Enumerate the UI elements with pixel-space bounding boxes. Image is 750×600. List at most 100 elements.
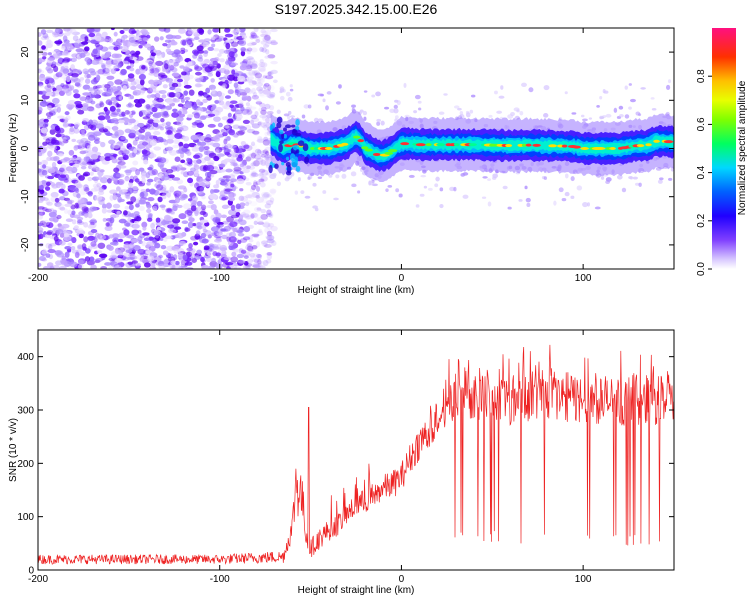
spectrogram-noise-cell bbox=[428, 187, 433, 191]
y-tick-label: 0 bbox=[28, 566, 34, 577]
spectrogram-noise-cell bbox=[211, 257, 216, 263]
spectrogram-noise-cell bbox=[186, 39, 193, 46]
spectrogram-noise-cell bbox=[242, 168, 250, 174]
spectrogram-noise-cell bbox=[149, 164, 154, 171]
spectrogram-noise-cell bbox=[267, 54, 276, 59]
spectrogram-noise-cell bbox=[61, 61, 69, 67]
spectrogram-noise-cell bbox=[233, 266, 242, 269]
spectrogram-noise-cell bbox=[88, 164, 93, 170]
spectrogram-noise-cell bbox=[179, 240, 187, 246]
spectrogram-noise-cell bbox=[81, 132, 86, 137]
spectrogram-noise-cell bbox=[124, 93, 132, 97]
spectrogram-noise-cell bbox=[87, 107, 95, 112]
spectrogram-noise-cell bbox=[85, 28, 91, 31]
colorbar-tick-label: 0.6 bbox=[696, 117, 707, 131]
spectrogram-noise-cell bbox=[105, 60, 112, 65]
spectrogram-noise-cell bbox=[75, 249, 82, 256]
spectrogram-noise-cell bbox=[250, 47, 258, 53]
spectrogram-noise-cell bbox=[42, 219, 50, 226]
spectrogram-noise-cell bbox=[668, 177, 673, 181]
spectrogram-noise-cell bbox=[270, 28, 278, 33]
spectrogram-noise-cell bbox=[266, 225, 273, 230]
spectrogram-noise-cell bbox=[169, 86, 176, 91]
spectrogram-noise-cell bbox=[152, 99, 158, 104]
spectrogram-noise-cell bbox=[87, 68, 96, 73]
y-tick-label: 400 bbox=[17, 352, 34, 363]
spectrogram-noise-cell bbox=[40, 29, 47, 35]
spectrogram-noise-cell bbox=[189, 248, 196, 253]
spectrogram-noise-cell bbox=[116, 210, 121, 215]
spectrogram-peak-spot bbox=[663, 140, 674, 144]
spectrogram-noise-cell bbox=[247, 246, 254, 253]
spectrogram-noise-cell bbox=[45, 181, 51, 186]
spectrogram-noise-cell bbox=[137, 236, 143, 242]
spectrogram-noise-cell bbox=[38, 69, 45, 74]
spectrogram-noise-cell bbox=[247, 235, 254, 240]
spectrogram-noise-cell bbox=[247, 61, 254, 67]
spectrogram-noise-cell bbox=[246, 129, 256, 134]
spectrogram-noise-cell bbox=[249, 172, 256, 179]
spectrogram-noise-cell bbox=[214, 100, 220, 104]
spectrogram-noise-cell bbox=[253, 258, 259, 263]
spectrogram-peak-spot bbox=[548, 144, 557, 148]
spectrogram-peak-spot bbox=[324, 147, 333, 150]
spectrogram-noise-cell bbox=[183, 143, 190, 149]
spectrogram-noise-cell bbox=[166, 129, 173, 135]
spectrogram-noise-cell bbox=[262, 259, 269, 267]
spectrogram-noise-cell bbox=[54, 125, 60, 132]
spectrogram-noise-cell bbox=[222, 220, 229, 225]
spectrogram-noise-cell bbox=[145, 113, 151, 119]
spectrogram-noise-cell bbox=[237, 154, 243, 159]
spectrogram-noise-cell bbox=[206, 171, 212, 178]
spectrogram-noise-cell bbox=[72, 89, 79, 94]
spectrogram-noise-cell bbox=[107, 86, 114, 93]
spectrogram-noise-cell bbox=[394, 115, 399, 120]
spectrogram-noise-cell bbox=[52, 87, 57, 92]
spectrogram-noise-cell bbox=[165, 207, 173, 214]
spectrogram-noise-cell bbox=[525, 197, 531, 203]
spectrogram-noise-cell bbox=[237, 239, 242, 245]
spectrogram-noise-cell bbox=[212, 60, 219, 66]
spectrogram-noise-cell bbox=[173, 137, 181, 145]
spectrogram-noise-cell bbox=[250, 184, 257, 191]
spectrogram-noise-cell bbox=[119, 30, 125, 34]
spectrogram-noise-cell bbox=[210, 36, 216, 41]
spectrogram-noise-cell bbox=[492, 176, 497, 180]
spectrogram-noise-cell bbox=[270, 225, 278, 232]
spectrogram-noise-cell bbox=[248, 255, 255, 261]
spectrogram-noise-cell bbox=[210, 226, 219, 232]
spectrogram-noise-cell bbox=[51, 137, 57, 144]
spectrogram-noise-cell bbox=[599, 96, 603, 100]
spectrogram-noise-cell bbox=[195, 78, 204, 83]
spectrogram-noise-cell bbox=[462, 194, 469, 199]
spectrogram-noise-cell bbox=[301, 114, 306, 119]
spectrogram-noise-cell bbox=[420, 174, 427, 178]
spectrogram-noise-cell bbox=[104, 114, 111, 120]
spectrogram-noise-cell bbox=[187, 29, 194, 35]
spectrogram-noise-cell bbox=[162, 84, 168, 89]
spectrogram-noise-cell bbox=[96, 89, 103, 94]
spectrogram-noise-cell bbox=[153, 146, 162, 151]
spectrogram-noise-cell bbox=[236, 230, 243, 234]
spectrogram-peak-spot bbox=[353, 135, 361, 139]
spectrogram-noise-cell bbox=[72, 154, 78, 159]
spectrogram-noise-cell bbox=[494, 90, 498, 95]
spectrogram-noise-cell bbox=[133, 220, 139, 225]
spectrogram-noise-cell bbox=[45, 65, 52, 72]
spectrogram-noise-cell bbox=[481, 196, 487, 199]
spectrogram-noise-cell bbox=[229, 178, 238, 182]
spectrogram-noise-cell bbox=[113, 65, 119, 70]
spectrogram-noise-cell bbox=[270, 40, 278, 46]
spectrogram-noise-cell bbox=[58, 265, 67, 269]
spectrogram-noise-cell bbox=[320, 93, 324, 97]
spectrogram-peak-spot bbox=[415, 143, 426, 147]
spectrogram-noise-cell bbox=[279, 90, 283, 94]
spectrogram-noise-cell bbox=[163, 214, 171, 222]
spectrogram-noise-cell bbox=[138, 39, 143, 45]
spectrogram-noise-cell bbox=[519, 111, 524, 116]
spectrogram-noise-cell bbox=[38, 119, 41, 126]
spectrogram-noise-cell bbox=[40, 148, 47, 153]
spectrogram-noise-cell bbox=[167, 64, 176, 70]
spectrogram-noise-cell bbox=[269, 188, 277, 194]
